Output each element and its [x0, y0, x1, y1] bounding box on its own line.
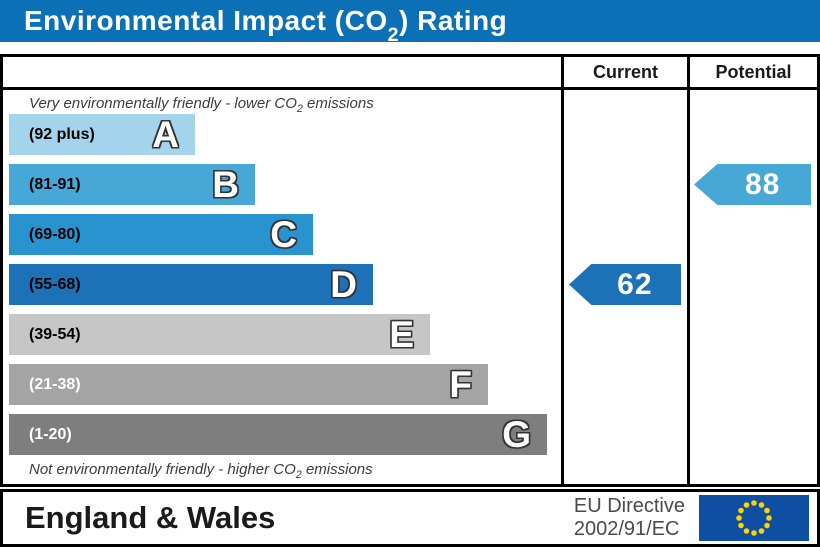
eu-flag-icon [699, 495, 809, 541]
column-header-current: Current [561, 57, 687, 90]
current-score-column: 62 [561, 90, 687, 484]
rating-band-e: (39-54) E [9, 314, 430, 355]
rating-band-f: (21-38) F [9, 364, 488, 405]
potential-rating-arrow: 88 [694, 164, 811, 205]
rating-band-a: (92 plus) A [9, 114, 195, 155]
band-letter: C [270, 214, 297, 255]
bottom-caption: Not environmentally friendly - higher CO… [29, 461, 373, 481]
rating-band-c: (69-80) C [9, 214, 313, 255]
band-letter: D [330, 264, 357, 305]
rating-table: Current Potential Very environmentally f… [0, 54, 820, 487]
band-range-label: (81-91) [29, 175, 81, 193]
band-range-label: (55-68) [29, 275, 81, 293]
rating-band-g: (1-20) G [9, 414, 547, 455]
rating-band-d: (55-68) D [9, 264, 373, 305]
band-letter: B [212, 164, 239, 205]
eu-directive-text: EU Directive 2002/91/EC [573, 495, 685, 540]
band-letter: A [152, 114, 179, 155]
rating-scale-area: Very environmentally friendly - lower CO… [3, 90, 561, 484]
band-range-label: (1-20) [29, 425, 72, 443]
rating-bands: (92 plus) A (81-91) B (69-80) C (55-68) D (39-54… [9, 114, 561, 455]
footer: England & Wales EU Directive 2002/91/EC [0, 489, 820, 547]
band-range-label: (39-54) [29, 325, 81, 343]
current-rating-arrow: 62 [569, 264, 681, 305]
band-range-label: (21-38) [29, 375, 81, 393]
band-letter: F [449, 364, 472, 405]
page-title-text: Environmental Impact (CO2) Rating [24, 5, 508, 46]
top-caption: Very environmentally friendly - lower CO… [29, 95, 374, 115]
page-title: Environmental Impact (CO2) Rating [0, 0, 820, 46]
band-range-label: (69-80) [29, 225, 81, 243]
band-letter: G [502, 414, 531, 455]
column-header-potential: Potential [687, 57, 817, 90]
header-spacer [3, 57, 561, 90]
rating-band-b: (81-91) B [9, 164, 255, 205]
band-letter: E [389, 314, 414, 355]
potential-score-column: 88 [687, 90, 817, 484]
band-range-label: (92 plus) [29, 125, 95, 143]
region-label: England & Wales [25, 500, 276, 535]
